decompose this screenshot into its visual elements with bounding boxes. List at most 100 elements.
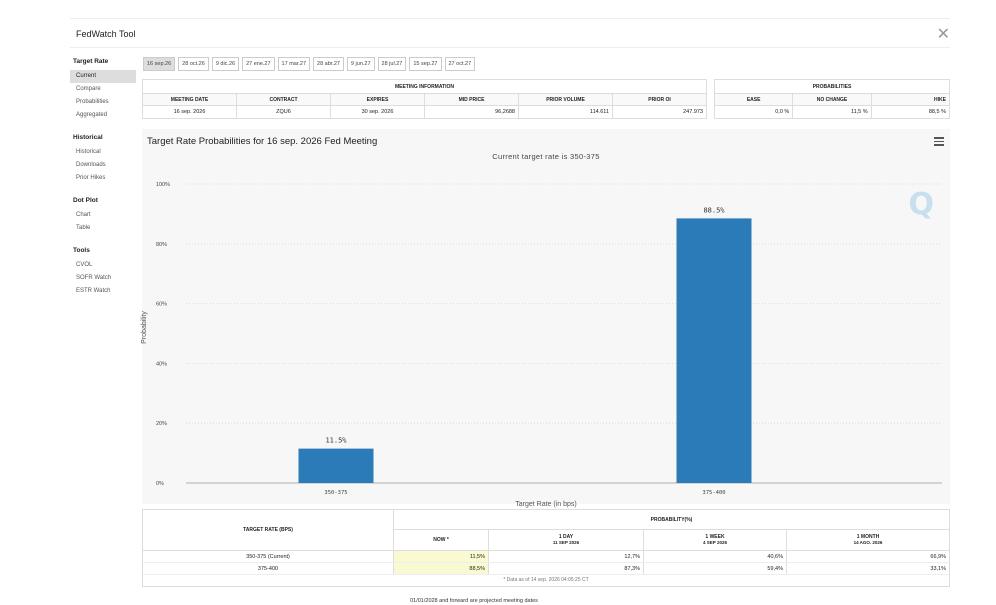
history-table-header: TARGET RATE (BPS) PROBABILITY(%) NOW * 1…: [143, 510, 949, 551]
projected-dates-note: 01/01/2028 and forward are projected mee…: [410, 598, 538, 604]
tab-meeting-date[interactable]: 15 sep.27: [409, 57, 442, 71]
meeting-information-row: 16 sep. 2026 ZQU6 30 sep. 2026 96,2688 114.6…: [143, 106, 706, 118]
sidebar-item[interactable]: Current: [70, 70, 136, 83]
tab-meeting-date[interactable]: 28 jul.27: [377, 57, 407, 71]
sidebar-heading: Historical: [73, 134, 103, 141]
sidebar-item[interactable]: SOFR Watch: [76, 275, 112, 281]
table-cell: 375-400: [143, 563, 394, 574]
y-tick-label: 100%: [156, 182, 170, 188]
table-header-cell: CONTRACT: [237, 94, 331, 105]
table-row: 375-400 88,5% 87,3% 59,4% 33,1%: [143, 563, 949, 575]
table-header-cell: MEETING DATE: [143, 94, 237, 105]
sidebar-heading: Target Rate: [73, 58, 109, 65]
sidebar-item[interactable]: Probabilities: [76, 99, 109, 105]
table-cell: 0,0 %: [715, 106, 794, 118]
y-tick-label: 20%: [156, 421, 167, 427]
table-cell: 87,3%: [489, 563, 644, 574]
sidebar-item[interactable]: Aggregated: [76, 112, 108, 118]
table-cell: 247.973: [683, 109, 703, 115]
tab-meeting-date[interactable]: 27 oct.27: [444, 57, 476, 71]
app-header: FedWatch Tool ✕: [70, 18, 950, 48]
sidebar-section: Tools CVOL SOFR Watch ESTR Watch: [70, 245, 136, 298]
close-icon[interactable]: ✕: [936, 26, 950, 43]
probabilities-header: EASE NO CHANGE HIKE: [715, 94, 949, 106]
bar-data-label: 11.5%: [325, 437, 347, 445]
sidebar: Target Rate Current Compare Probabilities Ag…: [70, 56, 136, 308]
table-header-cell: PRIOR VOLUME: [519, 94, 613, 105]
x-tick-label: 375-400: [702, 490, 725, 496]
sidebar-section: Historical Historical Downloads Prior Hikes: [70, 132, 136, 185]
probability-header: PROBABILITY(%): [394, 510, 949, 530]
y-tick-label: 0%: [156, 481, 164, 487]
y-axis-label: Probability: [140, 311, 148, 344]
x-tick-label: 350-375: [324, 490, 347, 496]
tab-meeting-date[interactable]: 9 dic.26: [211, 57, 240, 71]
table-header-cell: EASE: [715, 94, 794, 105]
table-cell: 59,4%: [644, 563, 787, 574]
tab-meeting-date[interactable]: 16 sep.26: [143, 57, 176, 71]
probabilities-row: 0,0 % 11,5 % 88,5 %: [715, 106, 949, 118]
y-tick-label: 40%: [156, 361, 167, 367]
table-cell: 11,5 %: [793, 106, 872, 118]
meeting-information-header: MEETING DATE CONTRACT EXPIRES MID PRICE PRIO…: [143, 94, 706, 106]
bar-data-label: 88.5%: [703, 206, 725, 214]
sidebar-item[interactable]: Historical: [76, 149, 101, 155]
col-1-day: 1 DAY 11 SEP 2026: [489, 530, 644, 550]
meeting-information-title: MEETING INFORMATION: [143, 80, 706, 94]
table-cell: 66,9%: [930, 554, 946, 560]
tab-meeting-date[interactable]: 28 oct.26: [178, 57, 209, 71]
sidebar-item[interactable]: ESTR Watch: [76, 288, 111, 294]
bar-chart: 0% 20% 40% 60% 80% 100% 11.5% 350-375 88.5% 375-4…: [156, 182, 942, 496]
sidebar-item[interactable]: Table: [76, 225, 91, 231]
sidebar-section: Dot Plot Chart Table: [70, 195, 136, 235]
table-cell: ZQU6: [237, 106, 331, 118]
table-header-cell: MID PRICE: [425, 94, 519, 105]
sidebar-item[interactable]: Downloads: [76, 162, 106, 168]
table-header-cell: EXPIRES: [331, 94, 425, 105]
chart-subtitle: Current target rate is 350-375: [492, 152, 600, 161]
app-title: FedWatch Tool: [76, 29, 136, 39]
table-cell: 11,5%: [394, 551, 489, 562]
history-table-body: 350-375 (Current) 11,5% 12,7% 40,6% 66,9% 375…: [143, 551, 949, 575]
tab-meeting-date[interactable]: 17 mar.27: [277, 57, 311, 71]
y-tick-label: 60%: [156, 302, 167, 308]
table-row: 350-375 (Current) 11,5% 12,7% 40,6% 66,9%: [143, 551, 949, 563]
table-cell: 114.611: [519, 106, 613, 118]
table-cell: 33,1%: [930, 566, 946, 572]
probabilities-title: PROBABILITIES: [715, 80, 949, 94]
target-rate-header: TARGET RATE (BPS): [143, 510, 394, 550]
probability-history-table: TARGET RATE (BPS) PROBABILITY(%) NOW * 1…: [142, 509, 950, 587]
fedwatch-panel: FedWatch Tool ✕ Target Rate Current Compar…: [70, 18, 950, 605]
table-cell: 40,6%: [644, 551, 787, 562]
watermark-logo: Q: [908, 187, 934, 222]
chart-title: Target Rate Probabilities for 16 sep. 20…: [147, 136, 378, 147]
probabilities-table: PROBABILITIES EASE NO CHANGE HIKE 0,0 % 11,…: [714, 79, 950, 119]
tab-meeting-date[interactable]: 28 abr.27: [313, 57, 344, 71]
bar: [298, 448, 374, 483]
col-now: NOW *: [394, 530, 489, 550]
col-1-week: 1 WEEK 4 SEP 2026: [644, 530, 787, 550]
table-cell: 88,5 %: [928, 109, 946, 115]
tab-meeting-date[interactable]: 9 jun.27: [346, 57, 375, 71]
bar: [676, 218, 752, 483]
table-header-cell: HIKE: [934, 97, 946, 103]
table-cell: 350-375 (Current): [143, 551, 394, 562]
sidebar-item[interactable]: CVOL: [76, 262, 93, 268]
table-cell: 12,7%: [489, 551, 644, 562]
table-header-cell: PRIOR OI: [648, 97, 671, 103]
tab-meeting-date[interactable]: 27 ene.27: [242, 57, 275, 71]
hamburger-menu-icon[interactable]: [934, 137, 944, 146]
data-timestamp-note: * Data as of 14 sep. 2026 04:05:25 CT: [503, 577, 589, 583]
table-cell: 30 sep. 2026: [331, 106, 425, 118]
table-cell: 88,5%: [394, 563, 489, 574]
sidebar-item[interactable]: Chart: [76, 212, 91, 218]
sidebar-item[interactable]: Compare: [76, 86, 101, 92]
sidebar-section: Target Rate Current Compare Probabilities Ag…: [70, 56, 136, 122]
meeting-date-tabs: 16 sep.26 28 oct.26 9 dic.26 27 ene.27 17 ma…: [143, 57, 476, 71]
table-header-cell: NO CHANGE: [793, 94, 872, 105]
chart-area: Target Rate Probabilities for 16 sep. 20…: [140, 129, 950, 508]
x-axis-label: Target Rate (in bps): [515, 501, 577, 508]
sidebar-item[interactable]: Prior Hikes: [76, 175, 106, 181]
table-cell: 96,2688: [425, 106, 519, 118]
table-cell: 16 sep. 2026: [143, 106, 237, 118]
